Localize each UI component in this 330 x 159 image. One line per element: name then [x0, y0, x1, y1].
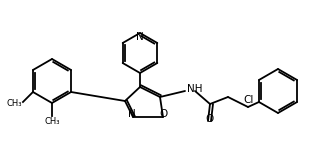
Text: O: O [205, 114, 213, 124]
Text: Cl: Cl [244, 95, 254, 105]
Text: CH₃: CH₃ [7, 98, 22, 107]
Text: N: N [136, 32, 144, 42]
Text: O: O [160, 109, 168, 119]
Text: CH₃: CH₃ [44, 117, 60, 126]
Text: NH: NH [187, 84, 203, 94]
Text: N: N [128, 109, 136, 119]
